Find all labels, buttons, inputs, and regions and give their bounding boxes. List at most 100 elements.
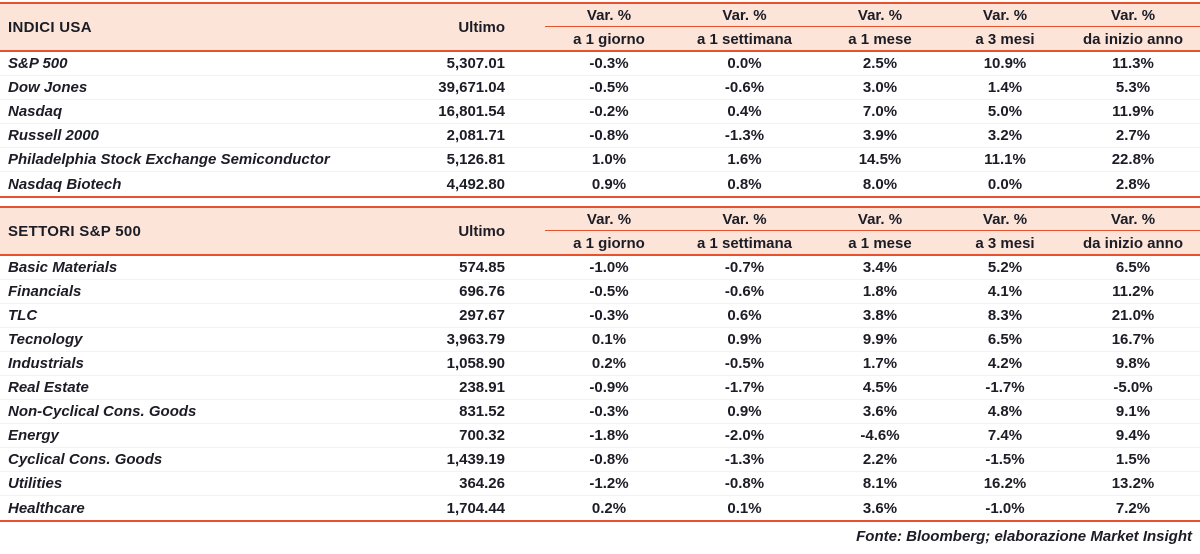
table-row: Energy 700.32 -1.8% -2.0% -4.6% 7.4% 9.4… <box>0 424 1200 448</box>
row-var-1-mese: 14.5% <box>858 151 902 168</box>
table-row: Tecnology 3,963.79 0.1% 0.9% 9.9% 6.5% 1… <box>0 328 1200 352</box>
row-ultimo: 3,963.79 <box>446 331 505 348</box>
row-var-3-mesi: 7.4% <box>987 427 1023 444</box>
row-var-1-settimana: 0.4% <box>727 103 762 120</box>
row-var-inizio-anno: 9.8% <box>1115 355 1151 372</box>
row-label: Industrials <box>8 355 84 372</box>
row-var-1-giorno: 1.0% <box>591 151 627 168</box>
column-header-1-settimana: a 1 settimana <box>696 234 793 252</box>
row-var-1-giorno: -0.9% <box>589 379 629 396</box>
row-var-3-mesi: 5.0% <box>987 103 1023 120</box>
row-var-3-mesi: 3.2% <box>987 127 1023 144</box>
row-var-1-mese: 3.9% <box>862 127 898 144</box>
column-header-3-mesi: a 3 mesi <box>975 30 1035 48</box>
row-var-1-settimana: 0.9% <box>727 331 762 348</box>
column-header-1-mese: a 1 mese <box>848 234 912 252</box>
row-var-3-mesi: 16.2% <box>983 475 1027 492</box>
row-var-1-mese: 3.0% <box>862 79 898 96</box>
row-var-1-giorno: 0.1% <box>591 331 627 348</box>
row-var-1-mese: 1.7% <box>862 355 898 372</box>
row-label: Financials <box>8 283 82 300</box>
row-var-1-giorno: -0.8% <box>589 127 629 144</box>
row-ultimo: 1,058.90 <box>446 355 505 372</box>
column-header-var: Var. % <box>944 4 1066 27</box>
row-var-1-mese: 3.8% <box>862 307 898 324</box>
row-var-1-giorno: -0.5% <box>589 79 629 96</box>
row-var-1-mese: 9.9% <box>862 331 898 348</box>
table-row: Healthcare 1,704.44 0.2% 0.1% 3.6% -1.0%… <box>0 496 1200 520</box>
source-note: Fonte: Bloomberg; elaborazione Market In… <box>856 527 1192 545</box>
row-var-3-mesi: 4.1% <box>987 283 1023 300</box>
table-row: S&P 500 5,307.01 -0.3% 0.0% 2.5% 10.9% 1… <box>0 52 1200 76</box>
row-var-1-settimana: 0.6% <box>727 307 762 324</box>
row-ultimo: 696.76 <box>459 283 505 300</box>
row-var-inizio-anno: 7.2% <box>1115 499 1151 517</box>
row-label: Philadelphia Stock Exchange Semiconducto… <box>8 151 330 168</box>
row-label: Healthcare <box>8 499 85 517</box>
row-label: Tecnology <box>8 331 83 348</box>
row-var-inizio-anno: 6.5% <box>1115 259 1151 276</box>
row-label: Non-Cyclical Cons. Goods <box>8 403 197 420</box>
row-label: Real Estate <box>8 379 89 396</box>
column-header-1-mese: a 1 mese <box>848 30 912 48</box>
row-var-3-mesi: -1.0% <box>985 499 1025 517</box>
row-var-1-settimana: 0.9% <box>727 403 762 420</box>
row-var-3-mesi: 4.8% <box>987 403 1023 420</box>
row-var-inizio-anno: 1.5% <box>1115 451 1151 468</box>
table-row: Philadelphia Stock Exchange Semiconducto… <box>0 148 1200 172</box>
column-header-inizio-anno: da inizio anno <box>1083 234 1183 252</box>
row-var-1-mese: 3.4% <box>862 259 898 276</box>
table-row: Non-Cyclical Cons. Goods 831.52 -0.3% 0.… <box>0 400 1200 424</box>
row-var-1-giorno: 0.9% <box>591 175 627 193</box>
table-row: Financials 696.76 -0.5% -0.6% 1.8% 4.1% … <box>0 280 1200 304</box>
table-row: Dow Jones 39,671.04 -0.5% -0.6% 3.0% 1.4… <box>0 76 1200 100</box>
column-header-var: Var. % <box>545 4 673 27</box>
table-row: TLC 297.67 -0.3% 0.6% 3.8% 8.3% 21.0% <box>0 304 1200 328</box>
row-var-3-mesi: 10.9% <box>983 55 1027 72</box>
settori-sp500-table: SETTORI S&P 500 Ultimo Var. % Var. % Var… <box>0 206 1200 522</box>
row-ultimo: 16,801.54 <box>438 103 505 120</box>
row-var-inizio-anno: -5.0% <box>1113 379 1153 396</box>
row-ultimo: 297.67 <box>459 307 505 324</box>
row-label: Basic Materials <box>8 259 118 276</box>
row-ultimo: 5,126.81 <box>446 151 505 168</box>
row-var-1-mese: 2.2% <box>862 451 898 468</box>
table-gap <box>0 198 1200 206</box>
row-ultimo: 364.26 <box>459 475 505 492</box>
indici-usa-header: INDICI USA Ultimo Var. % Var. % Var. % V… <box>0 2 1200 52</box>
row-var-1-settimana: -0.7% <box>724 259 765 276</box>
row-var-inizio-anno: 5.3% <box>1115 79 1151 96</box>
row-var-1-mese: 3.6% <box>862 499 898 517</box>
table-row: Real Estate 238.91 -0.9% -1.7% 4.5% -1.7… <box>0 376 1200 400</box>
row-var-1-mese: 3.6% <box>862 403 898 420</box>
row-var-1-settimana: -0.6% <box>724 79 765 96</box>
row-var-3-mesi: -1.7% <box>985 379 1025 396</box>
column-header-ultimo: Ultimo <box>458 18 505 36</box>
row-var-1-giorno: -1.2% <box>589 475 629 492</box>
row-var-1-settimana: 0.8% <box>727 175 762 193</box>
row-var-1-giorno: -0.3% <box>589 55 629 72</box>
row-var-1-settimana: -0.6% <box>724 283 765 300</box>
row-label: Nasdaq Biotech <box>8 175 122 193</box>
row-var-3-mesi: -1.5% <box>985 451 1025 468</box>
row-ultimo: 238.91 <box>459 379 505 396</box>
row-label: TLC <box>8 307 38 324</box>
row-var-1-mese: 7.0% <box>862 103 898 120</box>
row-var-1-mese: 2.5% <box>862 55 898 72</box>
row-var-inizio-anno: 11.2% <box>1112 283 1154 300</box>
row-label: Utilities <box>8 475 63 492</box>
row-var-1-giorno: -0.3% <box>589 307 629 324</box>
indici-usa-table: INDICI USA Ultimo Var. % Var. % Var. % V… <box>0 2 1200 198</box>
row-var-1-mese: 8.1% <box>862 475 898 492</box>
row-ultimo: 5,307.01 <box>446 55 505 72</box>
column-header-var: Var. % <box>545 208 673 231</box>
table-row: Utilities 364.26 -1.2% -0.8% 8.1% 16.2% … <box>0 472 1200 496</box>
row-ultimo: 1,439.19 <box>446 451 505 468</box>
column-header-var: Var. % <box>673 4 816 27</box>
row-ultimo: 700.32 <box>459 427 505 444</box>
row-label: Cyclical Cons. Goods <box>8 451 163 468</box>
row-var-1-settimana: -1.3% <box>724 451 765 468</box>
column-header-1-giorno: a 1 giorno <box>573 234 645 252</box>
table-row: Nasdaq 16,801.54 -0.2% 0.4% 7.0% 5.0% 11… <box>0 100 1200 124</box>
row-var-inizio-anno: 16.7% <box>1111 331 1155 348</box>
